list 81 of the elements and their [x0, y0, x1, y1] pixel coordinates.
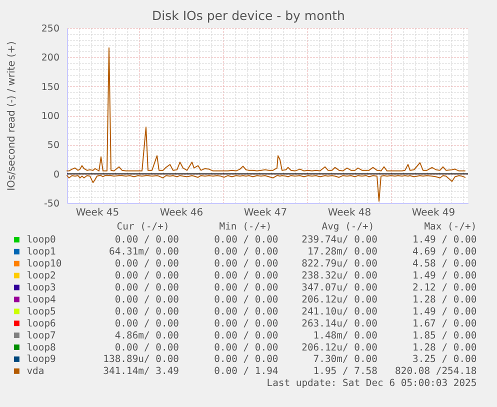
text: 1.49 / 0.00: [412, 270, 477, 282]
x-tick-label: Week 47: [244, 208, 288, 218]
legend-label: loop10: [26, 258, 62, 270]
text: 1.95 / 7.58: [313, 366, 378, 378]
y-tick-label: 250: [41, 24, 60, 34]
text: 4.69 / 0.00: [412, 246, 477, 258]
y-tick-label: 200: [41, 52, 60, 64]
legend-label: loop0: [26, 234, 56, 246]
text: 0.00 / 0.00: [214, 318, 278, 330]
y-tick-label: 100: [41, 111, 60, 122]
text: 820.08 /254.18: [395, 366, 477, 378]
text: 0.00 / 0.00: [114, 306, 180, 318]
legend-label: loop2: [26, 270, 56, 282]
text: 0.00 / 0.00: [214, 258, 278, 270]
y-tick-label: -50: [44, 198, 60, 210]
line-series: [66, 175, 466, 202]
line-series: [66, 47, 466, 172]
text: 239.74u/ 0.00: [302, 234, 378, 246]
text: 3.25 / 0.00: [412, 354, 477, 366]
text: 1.49 / 0.00: [412, 306, 477, 318]
text: 341.14m/ 3.49: [103, 366, 180, 378]
text: 138.89u/ 0.00: [103, 354, 180, 366]
y-tick-label: 50: [47, 140, 60, 152]
y-tick-label: 150: [41, 82, 60, 93]
text: 206.12u/ 0.00: [302, 342, 378, 354]
text: 1.28 / 0.00: [412, 342, 477, 354]
legend-label: loop6: [26, 318, 56, 330]
legend-label: loop9: [26, 354, 56, 366]
text: 0.00 / 0.00: [214, 354, 278, 366]
text: 0.00 / 0.00: [214, 234, 278, 246]
text: 1.48m/ 0.00: [313, 330, 378, 342]
text: 1.49 / 0.00: [412, 234, 477, 246]
text: 0.00 / 0.00: [214, 306, 278, 318]
text: Min (-/+): [219, 222, 272, 233]
text: 822.79u/ 0.00: [302, 258, 378, 270]
text: 17.28m/ 0.00: [307, 246, 378, 258]
text: 206.12u/ 0.00: [302, 294, 378, 306]
text: 0.00 / 0.00: [114, 270, 180, 282]
y-axis-title: IOs/second read (-) / write (+): [6, 41, 18, 191]
legend-label: loop5: [26, 306, 56, 318]
x-tick-label: Week 46: [160, 208, 204, 218]
text: 0.00 / 0.00: [114, 318, 180, 330]
legend-label: loop1: [26, 246, 56, 258]
legend-label: vda: [26, 366, 44, 378]
text: 0.00 / 0.00: [214, 294, 278, 306]
text: 1.85 / 0.00: [412, 330, 477, 342]
text: 0.00 / 0.00: [114, 258, 180, 270]
x-tick-label: Week 49: [412, 208, 456, 218]
text: 64.31m/ 0.00: [109, 246, 180, 258]
text: 241.10u/ 0.00: [302, 306, 378, 318]
text: 4.58 / 0.00: [412, 258, 477, 270]
text: 1.67 / 0.00: [412, 318, 477, 330]
legend-label: loop7: [26, 330, 56, 342]
text: Cur (-/+): [116, 222, 170, 233]
text: Avg (-/+): [322, 222, 374, 233]
text: 0.00 / 0.00: [214, 282, 278, 294]
legend-label: loop3: [26, 282, 56, 294]
text: 0.00 / 1.94: [214, 366, 278, 378]
text: 0.00 / 0.00: [114, 234, 180, 246]
text: 4.86m/ 0.00: [114, 330, 180, 342]
legend-label: loop4: [26, 294, 56, 306]
text: 0.00 / 0.00: [214, 270, 278, 282]
text: 263.14u/ 0.00: [302, 318, 378, 330]
text: Last update: Sat Dec 6 05:00:03 2025: [266, 378, 477, 390]
y-tick-label: 0: [53, 169, 60, 180]
text: 2.12 / 0.00: [412, 282, 477, 294]
x-tick-label: Week 45: [76, 208, 120, 218]
text: 0.00 / 0.00: [114, 294, 180, 306]
text: 238.32u/ 0.00: [302, 270, 378, 282]
text: 1.28 / 0.00: [412, 294, 477, 306]
text: Max (-/+): [424, 222, 477, 233]
text: 0.00 / 0.00: [114, 342, 180, 354]
text: 0.00 / 0.00: [214, 246, 278, 258]
x-tick-label: Week 48: [328, 208, 372, 218]
chart-title: Disk IOs per device - by month: [152, 8, 345, 23]
text: 7.30m/ 0.00: [313, 354, 378, 366]
legend-label: loop8: [26, 342, 56, 354]
text: 0.00 / 0.00: [214, 342, 278, 354]
text: 347.07u/ 0.00: [302, 282, 378, 294]
text: 0.00 / 0.00: [114, 282, 180, 294]
text: 0.00 / 0.00: [214, 330, 278, 342]
